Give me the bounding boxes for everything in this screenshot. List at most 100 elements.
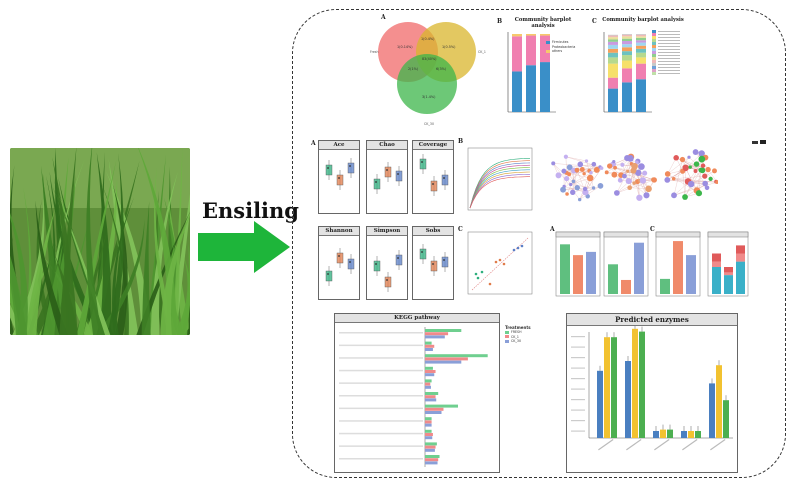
- network-node: [620, 162, 625, 167]
- enzyme-bar: [632, 328, 638, 438]
- stacked-bar-segment: [512, 34, 522, 37]
- bar: [660, 278, 670, 294]
- scatter-point: [516, 246, 520, 250]
- network-node: [611, 171, 618, 178]
- scatter-point: [512, 248, 516, 252]
- stacked-bar-segment: [608, 48, 618, 53]
- rarefaction-curve: [469, 176, 531, 209]
- stacked-bar-segment: [636, 40, 646, 43]
- legend-swatch: [652, 33, 680, 36]
- network-node: [688, 165, 692, 169]
- rarefaction-curve: [469, 164, 531, 209]
- network-node: [589, 171, 593, 175]
- network-edge: [673, 159, 683, 196]
- kegg-bar: [425, 373, 435, 377]
- enzyme-bar: [604, 337, 610, 438]
- tick-label-line: [571, 430, 585, 432]
- bar: [560, 244, 570, 294]
- legend-swatch: [652, 36, 680, 39]
- kegg-bar: [425, 398, 437, 402]
- category-label-line: [710, 439, 726, 451]
- boxplot-point: [375, 263, 377, 265]
- tick-label-line: [571, 388, 585, 390]
- tick-label-line: [571, 367, 585, 369]
- boxplot-box: [373, 260, 381, 272]
- scatter-point: [474, 272, 478, 276]
- boxplot-box: [441, 174, 449, 186]
- stacked-bar-segment: [724, 275, 733, 294]
- network-node: [560, 186, 567, 193]
- rarefaction-curve: [469, 160, 531, 209]
- alpha-facet-ace: Ace: [318, 140, 360, 214]
- legend-swatch: [652, 51, 680, 54]
- stacked-bar-segment: [512, 71, 522, 112]
- grass-blade: [160, 214, 190, 335]
- facet-title: Sobs: [413, 227, 453, 236]
- grass-blade: [40, 165, 63, 335]
- boxplot-box: [325, 270, 333, 282]
- panel-letter-b-rarefaction: B: [458, 138, 464, 145]
- kegg-bar: [425, 448, 435, 452]
- grass-blade: [85, 178, 118, 335]
- bar: [634, 242, 644, 294]
- alpha-facet-shannon: Shannon: [318, 226, 360, 300]
- enzyme-bar: [716, 365, 722, 438]
- legend-swatch: [652, 39, 680, 42]
- enzymes-plot: Predicted enzymes: [566, 313, 738, 473]
- tick-label-line: [571, 409, 585, 411]
- community-barplot-c-title: Community barplot analysis: [602, 17, 684, 23]
- category-label-line: [682, 439, 698, 451]
- network-node: [584, 159, 589, 163]
- co-occurrence-networks: [551, 149, 718, 202]
- kegg-bar: [425, 429, 432, 433]
- panel-letter-a: A: [381, 14, 386, 21]
- network-edge: [553, 163, 580, 200]
- network-node: [683, 165, 689, 172]
- stacked-bar-segment: [636, 42, 646, 46]
- boxplot-point: [386, 169, 388, 171]
- bar-panel-header: [655, 231, 701, 238]
- svg-text:1(0.14%): 1(0.14%): [397, 45, 413, 49]
- network-edge: [695, 151, 718, 183]
- network-node: [582, 171, 586, 176]
- community-barplot-c-chart: [603, 32, 652, 113]
- boxplot-point: [397, 257, 399, 259]
- network-edge: [570, 177, 591, 185]
- boxplot-point: [432, 263, 434, 265]
- enzyme-bar: [639, 331, 645, 438]
- network-edge: [565, 156, 567, 173]
- kegg-bar: [425, 404, 458, 408]
- grass-blade: [112, 196, 135, 335]
- network-edge: [696, 170, 701, 191]
- network-node: [591, 161, 597, 167]
- enzyme-bar: [611, 337, 617, 438]
- network-node: [651, 177, 657, 183]
- network-node: [599, 166, 604, 170]
- boxplot-point: [432, 183, 434, 185]
- legend-item: CK_30: [505, 339, 531, 344]
- kegg-bar: [425, 423, 432, 427]
- grass-blade: [35, 200, 68, 335]
- legend-item: FRESH: [505, 330, 531, 335]
- boxplot-chart: [419, 154, 449, 196]
- boxplot-box: [347, 258, 355, 270]
- panel-letter-c-bars: C: [650, 226, 655, 233]
- svg-text:2(1%): 2(1%): [408, 67, 419, 71]
- legend-swatch: [652, 30, 680, 33]
- panel-letter-a-bars: A: [550, 226, 555, 233]
- stacked-bar-segment: [712, 267, 721, 294]
- enzyme-bar: [660, 429, 666, 438]
- stacked-bar-segment: [622, 36, 632, 39]
- stacked-bar-segment: [622, 44, 632, 48]
- panel-letter-a-alpha: A: [311, 140, 316, 147]
- kegg-bar: [425, 455, 440, 458]
- network-node: [671, 176, 676, 181]
- kegg-bar: [425, 442, 437, 446]
- stacked-bar-segment: [622, 82, 632, 112]
- kegg-bar: [425, 436, 433, 440]
- panel-letter-b: B: [497, 18, 503, 25]
- stacked-bar-segment: [622, 34, 632, 35]
- svg-text:6(3%): 6(3%): [436, 67, 447, 71]
- scatter-point: [476, 276, 480, 280]
- enzyme-bar: [695, 431, 701, 438]
